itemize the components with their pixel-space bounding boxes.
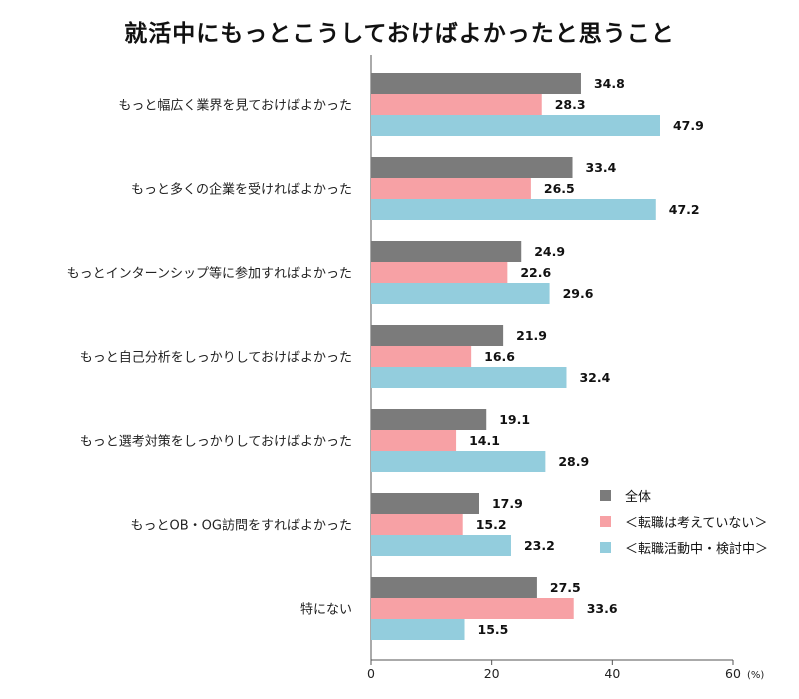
bar xyxy=(371,577,537,598)
value-label: 47.2 xyxy=(669,202,700,217)
category-label: もっと自己分析をしっかりしておけばよかった xyxy=(80,351,352,366)
legend-swatch-job-hunting xyxy=(600,541,611,553)
legend-label-overall: 全体 xyxy=(625,489,652,505)
value-label: 33.4 xyxy=(586,160,617,175)
bar xyxy=(371,535,511,556)
bar xyxy=(371,430,457,451)
value-label: 28.3 xyxy=(555,97,586,112)
bar xyxy=(371,94,542,115)
bar xyxy=(371,115,660,136)
bar xyxy=(371,157,573,178)
bar xyxy=(371,367,567,388)
value-label: 15.5 xyxy=(478,622,509,637)
bar xyxy=(371,346,472,367)
bar xyxy=(371,262,508,283)
value-label: 32.4 xyxy=(579,370,610,385)
x-tick-label: 0 xyxy=(367,666,375,681)
value-label: 14.1 xyxy=(469,433,500,448)
value-label: 22.6 xyxy=(520,265,551,280)
chart-title: 就活中にもっとこうしておけばよかったと思うこと xyxy=(124,21,675,47)
bar xyxy=(371,619,465,640)
value-label: 21.9 xyxy=(516,328,547,343)
value-label: 33.6 xyxy=(587,601,618,616)
legend-item-job-hunting: ＜転職活動中・検討中＞ xyxy=(600,534,768,560)
bar xyxy=(371,241,522,262)
x-axis-unit: (%) xyxy=(747,670,764,681)
bar xyxy=(371,199,656,220)
legend-swatch-overall xyxy=(600,489,611,501)
value-label: 26.5 xyxy=(544,181,575,196)
category-label: もっとインターンシップ等に参加すればよかった xyxy=(67,266,352,282)
value-label: 34.8 xyxy=(594,76,625,91)
category-label: もっと多くの企業を受ければよかった xyxy=(131,182,352,198)
x-tick-label: 20 xyxy=(484,666,500,681)
category-label: もっとOB・OG訪問をすればよかった xyxy=(131,518,352,534)
value-label: 29.6 xyxy=(563,286,594,301)
bar xyxy=(371,598,574,619)
bar xyxy=(371,451,546,472)
bar xyxy=(371,178,531,199)
value-label: 28.9 xyxy=(558,454,589,469)
bar xyxy=(371,493,479,514)
legend-item-overall: 全体 xyxy=(600,482,768,508)
value-label: 24.9 xyxy=(534,244,565,259)
category-label: もっと幅広く業界を見ておけばよかった xyxy=(118,98,352,114)
x-tick-label: 40 xyxy=(604,666,620,681)
legend-swatch-not-considering xyxy=(600,515,611,527)
bar xyxy=(371,73,581,94)
category-label: もっと選考対策をしっかりしておけばよかった xyxy=(80,434,352,450)
bar xyxy=(371,409,487,430)
x-tick-label: 60 xyxy=(725,666,741,681)
legend-label-job-hunting: ＜転職活動中・検討中＞ xyxy=(625,541,769,557)
bar xyxy=(371,514,463,535)
value-label: 16.6 xyxy=(484,349,515,364)
category-label: 特にない xyxy=(300,603,352,618)
value-label: 27.5 xyxy=(550,580,581,595)
legend-label-not-considering: ＜転職は考えていない＞ xyxy=(625,515,768,531)
legend: 全体 ＜転職は考えていない＞ ＜転職活動中・検討中＞ xyxy=(600,482,768,560)
bar xyxy=(371,325,504,346)
value-label: 47.9 xyxy=(673,118,704,133)
value-label: 17.9 xyxy=(492,496,523,511)
value-label: 23.2 xyxy=(524,538,555,553)
value-label: 15.2 xyxy=(476,517,507,532)
value-label: 19.1 xyxy=(499,412,530,427)
legend-item-not-considering: ＜転職は考えていない＞ xyxy=(600,508,768,534)
bar xyxy=(371,283,550,304)
